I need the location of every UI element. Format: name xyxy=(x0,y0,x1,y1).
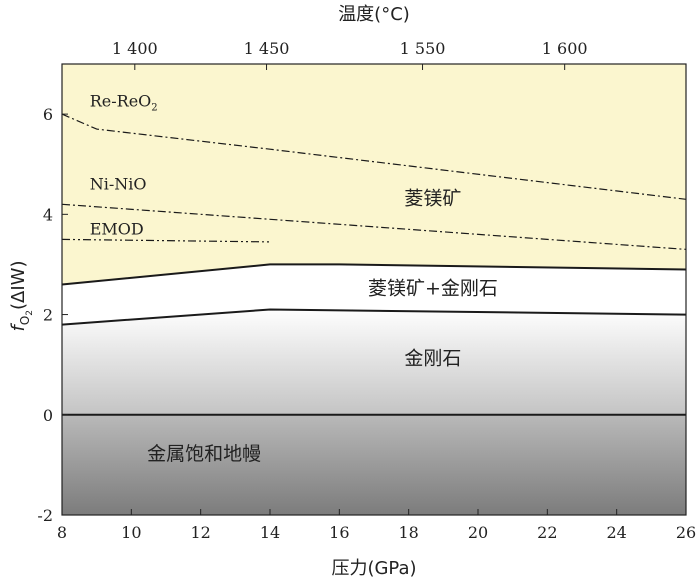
x-tick-label: 10 xyxy=(121,523,141,542)
region-label: 金刚石 xyxy=(404,348,461,370)
x-tick-label: 12 xyxy=(190,523,210,542)
x-tick-label: 24 xyxy=(606,523,626,542)
y-tick-label: -2 xyxy=(37,506,53,525)
region-diamond xyxy=(62,309,686,415)
buffer-line-re-reo xyxy=(61,113,687,200)
y-tick-label: 0 xyxy=(43,406,53,425)
buffer-label: EMOD xyxy=(90,219,144,238)
top-tick-label: 1 400 xyxy=(112,39,158,58)
x-tick-label: 26 xyxy=(676,523,696,542)
y-axis-title: fO2(ΔIW) xyxy=(8,261,35,332)
buffer-label: Ni-NiO xyxy=(90,174,147,193)
x-tick-label: 18 xyxy=(398,523,418,542)
region-label: 金属饱和地幔 xyxy=(147,443,261,465)
boundary-diamond-lower xyxy=(61,308,687,326)
stability-regions xyxy=(62,64,686,515)
y-axis-title-text: fO2(ΔIW) xyxy=(8,261,35,332)
y-tick-label: 4 xyxy=(43,205,53,224)
top-tick-label: 1 450 xyxy=(244,39,290,58)
y-tick-label: 2 xyxy=(43,306,53,325)
region-label: 菱镁矿 xyxy=(404,187,461,209)
top-axis-title: 温度(°C) xyxy=(338,4,410,25)
boundary-lines xyxy=(61,113,687,416)
top-tick-label: 1 550 xyxy=(400,39,446,58)
x-tick-label: 16 xyxy=(329,523,349,542)
buffer-line-ni-nio xyxy=(61,203,687,250)
plot-frame xyxy=(61,63,687,516)
x-tick-label: 22 xyxy=(537,523,557,542)
x-tick-label: 8 xyxy=(57,523,67,542)
x-tick-label: 20 xyxy=(468,523,488,542)
region-carbonate xyxy=(62,64,686,285)
buffer-line-emod xyxy=(61,238,271,243)
top-tick-label: 1 600 xyxy=(542,39,588,58)
x-tick-label: 14 xyxy=(260,523,280,542)
boundary-carbonate-diamond xyxy=(61,263,687,286)
region-metal-saturated-mantle xyxy=(62,414,686,515)
region-label: 菱镁矿+金刚石 xyxy=(368,278,498,300)
x-axis-title: 压力(GPa) xyxy=(331,558,416,579)
region-carbonate-diamond xyxy=(62,264,686,325)
y-tick-label: 6 xyxy=(43,105,53,124)
buffer-label: Re-ReO2 xyxy=(90,92,158,114)
